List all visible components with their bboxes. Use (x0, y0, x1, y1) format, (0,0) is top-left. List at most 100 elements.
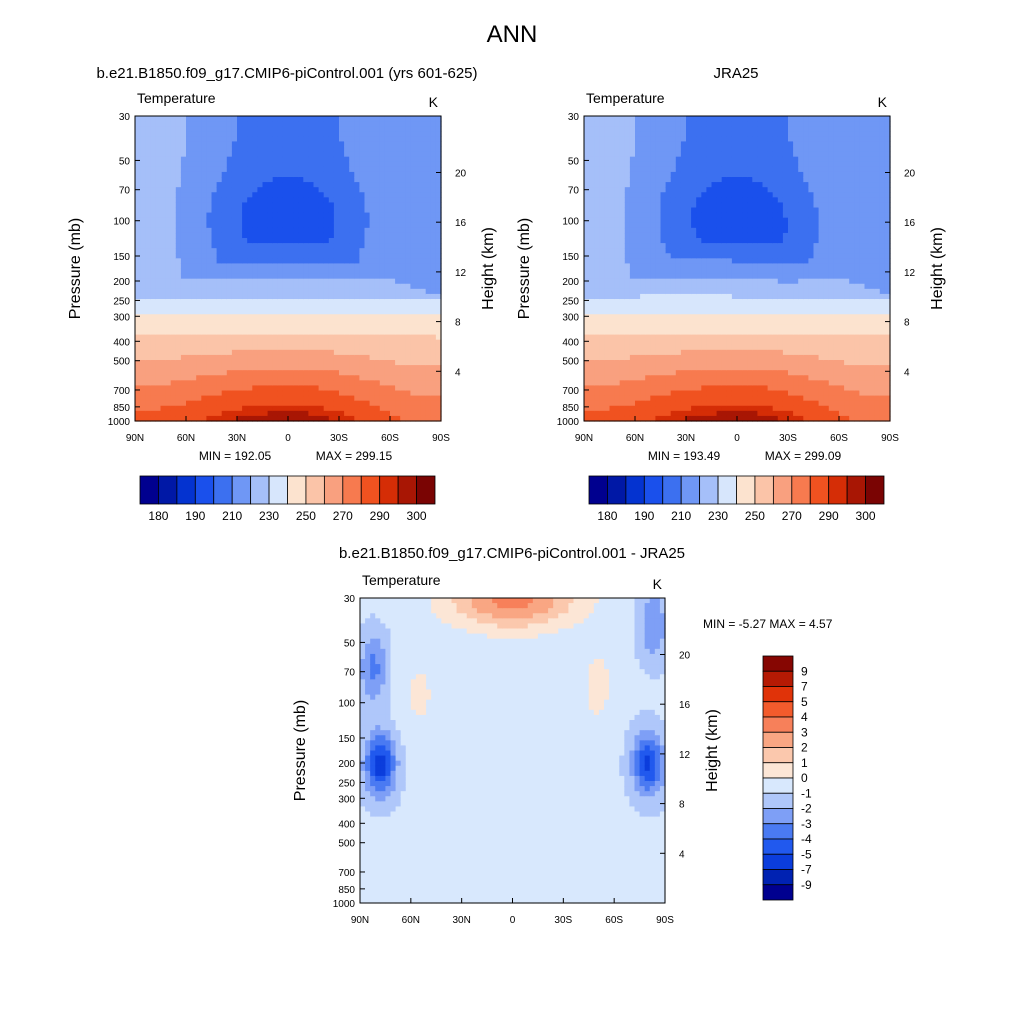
contour-cell (364, 182, 371, 188)
contour-cell (221, 375, 228, 381)
contour-cell (645, 304, 651, 310)
contour-cell (686, 324, 692, 331)
contour-cell (589, 161, 595, 168)
contour-cell (277, 166, 284, 173)
contour-cell (333, 273, 340, 280)
contour-cell (216, 141, 223, 148)
contour-cell (589, 385, 595, 392)
contour-cell (645, 222, 651, 229)
contour-cell (384, 395, 391, 402)
contour-cell (686, 410, 692, 417)
contour-cell (339, 141, 345, 148)
colorbar-swatch (176, 475, 196, 505)
contour-cell (589, 263, 595, 270)
height-tick-label: 20 (455, 168, 467, 179)
contour-cell (369, 304, 376, 310)
contour-cell (609, 344, 616, 351)
contour-cell (313, 370, 320, 376)
contour-cell (344, 141, 350, 148)
contour-cell (624, 182, 631, 188)
contour-cell (609, 187, 616, 193)
contour-cell (604, 263, 611, 270)
contour-cell (430, 161, 437, 168)
contour-cell (410, 344, 417, 351)
contour-cell (640, 212, 646, 219)
contour-cell (364, 354, 371, 361)
contour-cell (344, 248, 350, 254)
contour-cell (384, 304, 391, 310)
contour-cell (670, 329, 677, 336)
contour-cell (196, 243, 202, 249)
contour-cell (339, 304, 345, 310)
contour-cell (252, 375, 258, 381)
contour-cell (364, 375, 371, 381)
contour-cell (584, 248, 590, 254)
contour-cell (430, 212, 437, 219)
contour-cell (619, 324, 626, 331)
contour-cell (267, 385, 274, 392)
contour-cell (328, 151, 335, 158)
contour-cell (257, 217, 264, 224)
contour-cell (691, 258, 697, 265)
contour-cell (655, 390, 662, 397)
contour-cell (135, 288, 141, 295)
contour-cell (609, 161, 616, 168)
contour-cell (186, 385, 192, 392)
contour-cell (599, 238, 605, 244)
contour-cell (665, 319, 672, 326)
contour-cell (298, 146, 304, 153)
contour-cell (584, 177, 590, 183)
contour-cell (670, 354, 677, 361)
contour-cell (170, 339, 177, 346)
contour-cell (359, 166, 366, 173)
contour-cell (170, 187, 177, 193)
contour-cell (379, 151, 386, 158)
contour-cell (619, 380, 626, 387)
contour-cell (670, 339, 677, 346)
contour-cell (180, 141, 187, 148)
contour-cell (247, 339, 253, 346)
contour-cell (650, 293, 656, 300)
contour-cell (359, 354, 366, 361)
contour-cell (328, 136, 335, 143)
contour-cell (435, 324, 442, 331)
contour-cell (680, 365, 687, 371)
contour-cell (384, 365, 391, 371)
contour-cell (640, 375, 646, 381)
contour-cell (155, 385, 162, 392)
contour-cell (231, 177, 238, 183)
contour-cell (655, 232, 662, 239)
contour-cell (354, 182, 360, 188)
contour-cell (140, 314, 146, 320)
contour-cell (686, 202, 692, 209)
contour-cell (206, 268, 213, 275)
contour-cell (155, 283, 162, 290)
contour-cell (201, 171, 207, 178)
contour-cell (191, 222, 197, 229)
contour-cell (405, 380, 411, 387)
contour-cell (384, 212, 391, 219)
contour-cell (379, 370, 386, 376)
contour-cell (604, 197, 611, 204)
contour-cell (211, 334, 218, 341)
contour-cell (670, 380, 677, 387)
contour-cell (318, 141, 325, 148)
contour-cell (277, 187, 284, 193)
contour-cell (303, 258, 309, 265)
contour-cell (410, 243, 417, 249)
contour-cell (226, 248, 233, 254)
contour-cell (614, 304, 621, 310)
contour-cell (170, 212, 177, 219)
contour-cell (354, 268, 360, 275)
contour-cell (231, 354, 238, 361)
contour-cell (640, 360, 646, 366)
contour-cell (614, 334, 621, 341)
contour-cell (308, 258, 315, 265)
contour-cell (650, 299, 656, 305)
contour-cell (364, 243, 371, 249)
contour-cell (145, 395, 151, 402)
contour-cell (349, 278, 355, 285)
contour-cell (267, 410, 274, 417)
contour-cell (686, 141, 692, 148)
contour-cell (186, 121, 192, 127)
